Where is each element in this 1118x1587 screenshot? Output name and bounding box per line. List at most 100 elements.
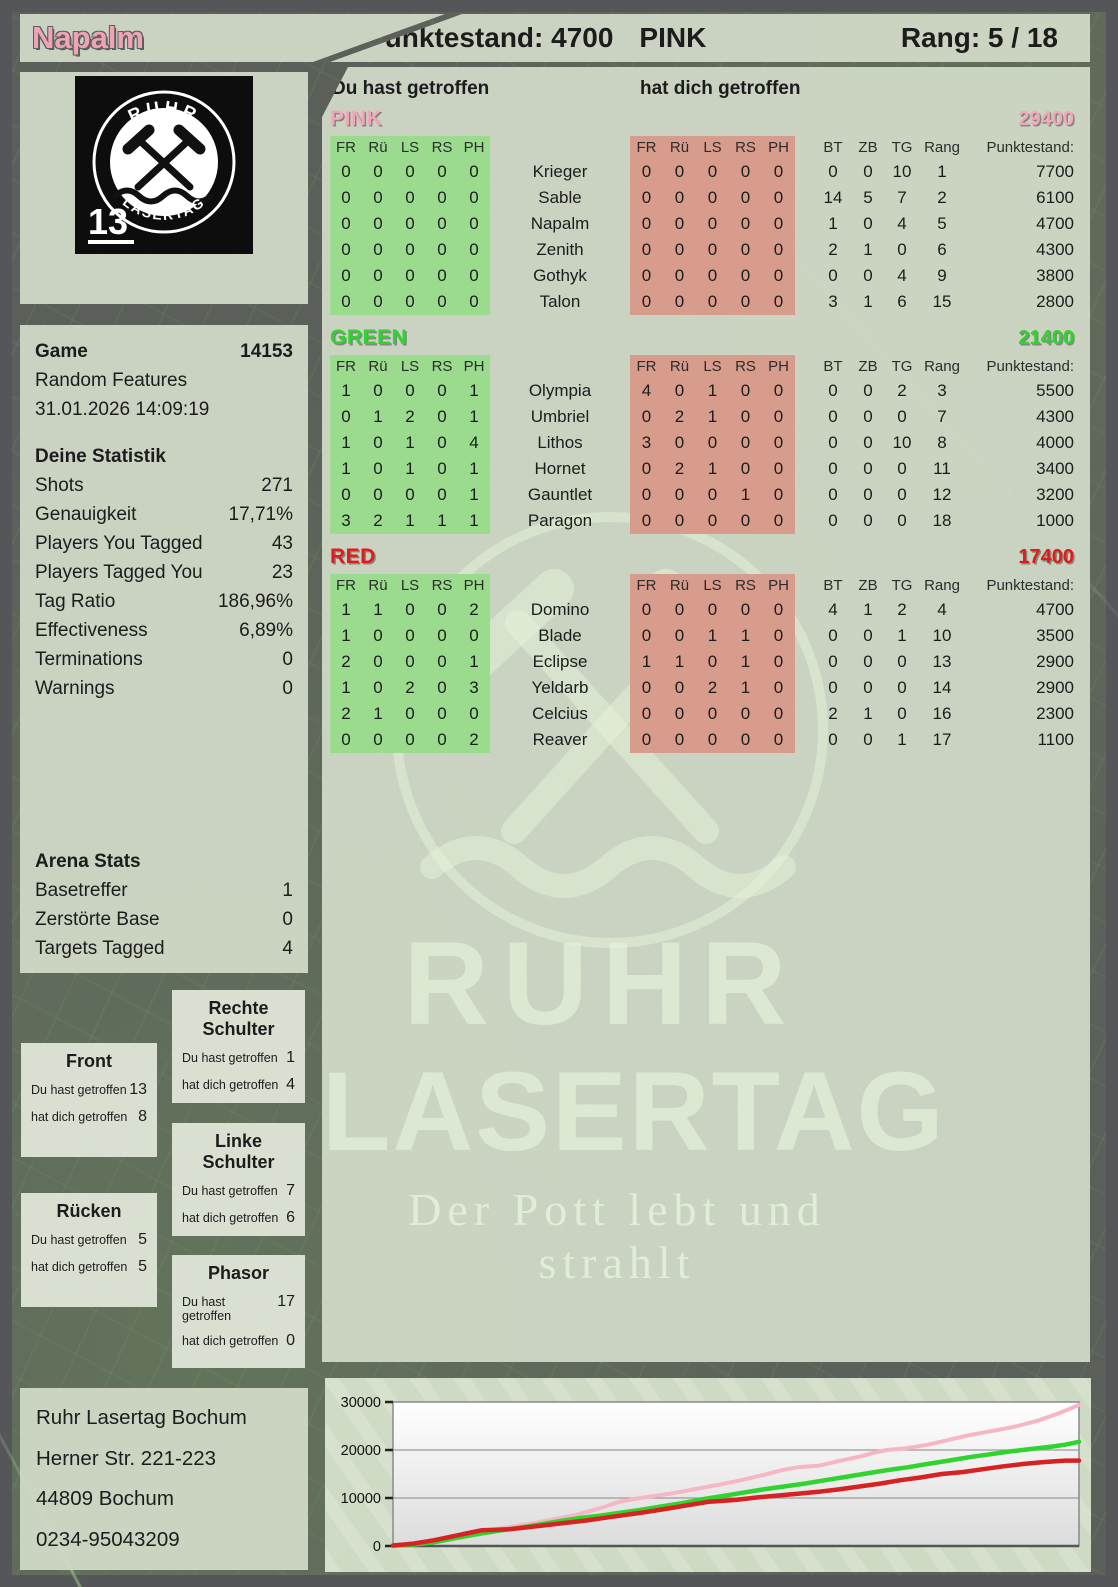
bt-cell: 0 bbox=[828, 433, 838, 452]
stat-row: Players Tagged You 23 bbox=[35, 558, 293, 587]
score-cell: 2300 bbox=[1036, 704, 1074, 723]
you-hit-cell: 1 bbox=[341, 459, 351, 478]
stat-value: 186,96% bbox=[217, 591, 293, 612]
them-hit-cell: 1 bbox=[740, 652, 751, 671]
bt-cell: 3 bbox=[828, 292, 838, 311]
team-row: 0 0 0 0 0 Gothyk 0 0 0 0 0 0 0 4 9 3800 bbox=[330, 263, 1074, 289]
them-hit-cell: 0 bbox=[707, 730, 718, 749]
you-hit-value: 7 bbox=[286, 1182, 295, 1199]
stat-label: Genauigkeit bbox=[35, 504, 137, 525]
them-hit-cell: 1 bbox=[707, 459, 718, 478]
you-hit-cell: 3 bbox=[469, 678, 479, 697]
them-hit-cell: 0 bbox=[641, 292, 652, 311]
them-hit-cell: 0 bbox=[674, 433, 685, 452]
hitbox-front: Front Du hast getroffen 13 hat dich getro… bbox=[21, 1043, 157, 1157]
stat-label: Tag Ratio bbox=[35, 591, 116, 612]
rang-cell: 14 bbox=[932, 678, 952, 697]
team-row: 0 0 0 0 0 Napalm 0 0 0 0 0 1 0 4 5 4700 bbox=[330, 211, 1074, 237]
team-row: 1 0 1 0 1 Hornet 0 2 1 0 0 0 0 0 11 3400 bbox=[330, 456, 1074, 482]
them-hit-cell: 2 bbox=[674, 407, 685, 426]
you-hit-label: Du hast getroffen bbox=[31, 1083, 127, 1097]
zb-cell: 0 bbox=[863, 214, 873, 233]
arena-stats-title: Arena Stats bbox=[35, 851, 141, 872]
stat-value: 1 bbox=[282, 880, 293, 901]
them-hit-cell: 0 bbox=[674, 626, 685, 645]
you-hit-cell: 0 bbox=[373, 381, 383, 400]
them-hit-cell: 1 bbox=[707, 626, 718, 645]
punktestand-col-header: Punktestand: bbox=[986, 139, 1074, 156]
hitbox-title: Phasor bbox=[207, 1263, 270, 1283]
rang-cell: 6 bbox=[937, 240, 947, 259]
them-hit-cell: 1 bbox=[740, 678, 751, 697]
player-name-cell: Gauntlet bbox=[527, 485, 593, 504]
zb-cell: 0 bbox=[863, 433, 873, 452]
them-hit-cell: 0 bbox=[740, 240, 751, 259]
venue-address-panel: Ruhr Lasertag Bochum Herner Str. 221-223… bbox=[20, 1388, 308, 1570]
tg-cell: 0 bbox=[897, 407, 907, 426]
stat-col-header: ZB bbox=[858, 577, 878, 594]
stat-value: 0 bbox=[282, 678, 293, 699]
player-name-cell: Domino bbox=[530, 600, 590, 619]
score-cell: 3500 bbox=[1036, 626, 1074, 645]
them-hit-cell: 0 bbox=[740, 162, 751, 181]
team-row: 0 0 0 0 1 Gauntlet 0 0 0 1 0 0 0 0 12 3200 bbox=[330, 482, 1074, 508]
tg-cell: 10 bbox=[892, 433, 912, 452]
them-hit-label: hat dich getroffen bbox=[182, 1211, 279, 1225]
them-hit-cell: 0 bbox=[674, 704, 685, 723]
zb-cell: 0 bbox=[863, 678, 873, 697]
plot-area bbox=[392, 1401, 1080, 1547]
tg-cell: 0 bbox=[897, 459, 907, 478]
you-hit-cell: 0 bbox=[437, 214, 447, 233]
stat-value: 6,89% bbox=[239, 620, 293, 641]
them-hit-cell: 0 bbox=[707, 162, 718, 181]
zb-cell: 1 bbox=[863, 600, 873, 619]
zb-cell: 0 bbox=[863, 162, 873, 181]
score-progress-chart: 0 10000 20000 30000 bbox=[341, 1395, 1082, 1555]
them-hit-cell: 0 bbox=[773, 433, 784, 452]
you-hit-value: 17 bbox=[277, 1293, 295, 1310]
them-hit-value: 5 bbox=[138, 1258, 147, 1275]
rang-cell: 12 bbox=[932, 485, 952, 504]
rang-cell: 3 bbox=[937, 381, 947, 400]
bt-cell: 0 bbox=[828, 626, 838, 645]
hit-col-header: FR bbox=[336, 577, 356, 594]
you-hit-cell: 0 bbox=[469, 292, 479, 311]
bt-cell: 0 bbox=[828, 485, 838, 504]
zb-cell: 0 bbox=[863, 407, 873, 426]
stat-row: Targets Tagged 4 bbox=[35, 934, 293, 963]
rang-cell: 17 bbox=[932, 730, 952, 749]
zb-cell: 0 bbox=[863, 730, 873, 749]
them-hit-cell: 0 bbox=[641, 407, 652, 426]
you-hit-cell: 0 bbox=[469, 240, 479, 259]
team-row: 2 0 0 0 1 Eclipse 1 1 0 1 0 0 0 0 13 2900 bbox=[330, 649, 1074, 675]
them-hit-cell: 0 bbox=[740, 704, 751, 723]
stat-value: 4 bbox=[282, 938, 293, 959]
them-hit-cell: 0 bbox=[707, 485, 718, 504]
them-hit-cell: 0 bbox=[773, 511, 784, 530]
score-cell: 3800 bbox=[1036, 266, 1074, 285]
logo-badge-number: 13 bbox=[88, 201, 128, 242]
them-hit-cell: 1 bbox=[740, 626, 751, 645]
you-hit-cell: 1 bbox=[469, 459, 479, 478]
them-hit-cell: 0 bbox=[674, 292, 685, 311]
du-hast-getroffen-header: Du hast getroffen bbox=[332, 78, 490, 99]
them-hit-cell: 0 bbox=[740, 214, 751, 233]
score-cell: 2900 bbox=[1036, 652, 1074, 671]
team-row: 1 0 0 0 1 Olympia 4 0 1 0 0 0 0 2 3 5500 bbox=[330, 378, 1074, 404]
them-hit-cell: 2 bbox=[674, 459, 685, 478]
hit-col-header: Rü bbox=[368, 139, 388, 156]
them-hit-cell: 0 bbox=[707, 433, 718, 452]
rang-cell: 16 bbox=[932, 704, 952, 723]
you-hit-cell: 0 bbox=[341, 266, 351, 285]
bt-cell: 4 bbox=[828, 600, 838, 619]
team-row: 0 0 0 0 0 Krieger 0 0 0 0 0 0 0 10 1 7700 bbox=[330, 159, 1074, 185]
tg-cell: 0 bbox=[897, 652, 907, 671]
them-hit-cell: 0 bbox=[674, 162, 685, 181]
score-cell: 4700 bbox=[1036, 600, 1074, 619]
watermark-slogan-text: Der Pott lebt und strahlt bbox=[408, 1184, 826, 1288]
them-hit-cell: 0 bbox=[707, 511, 718, 530]
hit-col-header: LS bbox=[400, 358, 420, 375]
you-hit-cell: 2 bbox=[469, 600, 479, 619]
bt-cell: 0 bbox=[828, 407, 838, 426]
hit-col-header: RS bbox=[735, 577, 756, 594]
